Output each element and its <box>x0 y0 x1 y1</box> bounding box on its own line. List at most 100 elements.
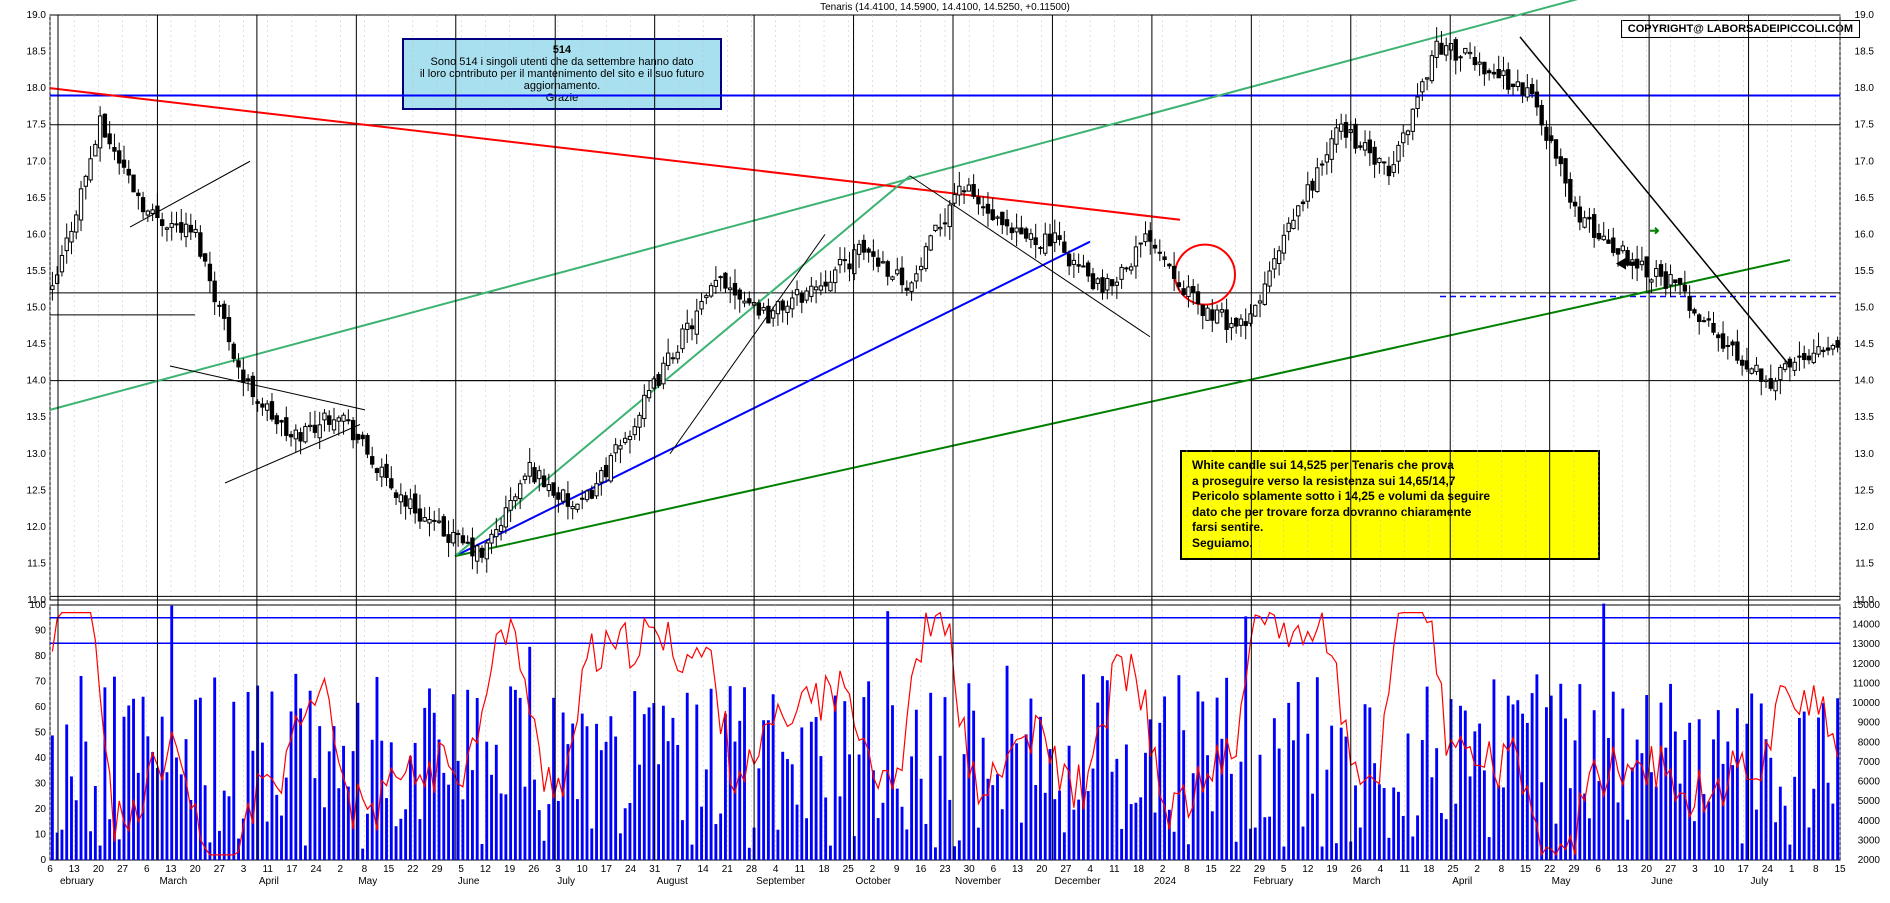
svg-text:16: 16 <box>915 864 927 875</box>
svg-text:15.5: 15.5 <box>27 266 47 277</box>
svg-text:15: 15 <box>1834 864 1846 875</box>
svg-text:2: 2 <box>1474 864 1480 875</box>
svg-text:15.0: 15.0 <box>27 303 47 314</box>
svg-text:17: 17 <box>601 864 613 875</box>
svg-text:5: 5 <box>458 864 464 875</box>
svg-text:8: 8 <box>362 864 368 875</box>
svg-text:12: 12 <box>1302 864 1314 875</box>
svg-text:17.5: 17.5 <box>27 120 47 131</box>
svg-text:24: 24 <box>311 864 323 875</box>
svg-text:27: 27 <box>214 864 226 875</box>
svg-text:60: 60 <box>35 702 47 713</box>
svg-text:80: 80 <box>35 651 47 662</box>
svg-text:August: August <box>657 876 688 887</box>
svg-text:15000: 15000 <box>1852 600 1880 611</box>
svg-text:22: 22 <box>1230 864 1242 875</box>
svg-text:27: 27 <box>1060 864 1072 875</box>
svg-text:50: 50 <box>35 728 47 739</box>
svg-text:May: May <box>1552 876 1571 887</box>
svg-text:March: March <box>159 876 187 887</box>
svg-text:18.0: 18.0 <box>27 83 47 94</box>
svg-text:24: 24 <box>1762 864 1774 875</box>
svg-text:20: 20 <box>93 864 105 875</box>
svg-text:13.0: 13.0 <box>1855 449 1875 460</box>
svg-text:17.0: 17.0 <box>1855 156 1875 167</box>
svg-text:July: July <box>1751 876 1769 887</box>
svg-text:20: 20 <box>1641 864 1653 875</box>
svg-text:13: 13 <box>1012 864 1024 875</box>
svg-text:9000: 9000 <box>1858 718 1881 729</box>
svg-text:100: 100 <box>29 600 46 611</box>
svg-text:9: 9 <box>894 864 900 875</box>
svg-text:17.0: 17.0 <box>27 156 47 167</box>
svg-text:12.5: 12.5 <box>27 485 47 496</box>
svg-text:7000: 7000 <box>1858 757 1881 768</box>
svg-text:June: June <box>1651 876 1673 887</box>
svg-text:28: 28 <box>746 864 758 875</box>
svg-text:11.5: 11.5 <box>27 558 46 569</box>
svg-text:2024: 2024 <box>1154 876 1177 887</box>
svg-text:5000: 5000 <box>1858 796 1881 807</box>
svg-text:6: 6 <box>991 864 997 875</box>
svg-text:27: 27 <box>1665 864 1677 875</box>
svg-text:19: 19 <box>504 864 516 875</box>
svg-text:12: 12 <box>480 864 492 875</box>
svg-text:11: 11 <box>263 864 274 875</box>
svg-text:29: 29 <box>1254 864 1266 875</box>
svg-text:16.5: 16.5 <box>27 193 47 204</box>
svg-text:May: May <box>358 876 377 887</box>
svg-text:February: February <box>1253 876 1293 887</box>
svg-text:March: March <box>1353 876 1381 887</box>
svg-text:0: 0 <box>40 855 46 866</box>
svg-text:October: October <box>856 876 892 887</box>
svg-text:10: 10 <box>577 864 589 875</box>
svg-text:12.5: 12.5 <box>1855 485 1875 496</box>
svg-text:14: 14 <box>698 864 710 875</box>
svg-text:20: 20 <box>35 804 47 815</box>
svg-text:14.5: 14.5 <box>27 339 47 350</box>
svg-text:6000: 6000 <box>1858 777 1881 788</box>
svg-text:December: December <box>1054 876 1101 887</box>
svg-text:6: 6 <box>47 864 53 875</box>
svg-text:14.0: 14.0 <box>27 376 47 387</box>
svg-text:6: 6 <box>1595 864 1601 875</box>
svg-text:4: 4 <box>773 864 779 875</box>
svg-text:8: 8 <box>1813 864 1819 875</box>
svg-text:16.5: 16.5 <box>1855 193 1875 204</box>
svg-text:10: 10 <box>35 830 47 841</box>
svg-text:ebruary: ebruary <box>60 876 94 887</box>
svg-text:25: 25 <box>843 864 855 875</box>
svg-text:13: 13 <box>165 864 177 875</box>
svg-text:70: 70 <box>35 677 47 688</box>
svg-text:29: 29 <box>1568 864 1580 875</box>
svg-text:April: April <box>259 876 279 887</box>
svg-text:30: 30 <box>35 779 47 790</box>
svg-text:13.5: 13.5 <box>1855 412 1875 423</box>
svg-text:12.0: 12.0 <box>27 522 47 533</box>
svg-text:13: 13 <box>69 864 81 875</box>
svg-text:3: 3 <box>555 864 561 875</box>
svg-text:2000: 2000 <box>1858 855 1881 866</box>
svg-text:31: 31 <box>649 864 661 875</box>
svg-text:18: 18 <box>818 864 830 875</box>
svg-text:29: 29 <box>431 864 443 875</box>
svg-text:90: 90 <box>35 626 47 637</box>
svg-text:26: 26 <box>528 864 540 875</box>
chart-container: Tenaris (14.4100, 14.5900, 14.4100, 14.5… <box>0 0 1890 903</box>
svg-text:13.0: 13.0 <box>27 449 47 460</box>
svg-text:14.5: 14.5 <box>1855 339 1875 350</box>
svg-text:13.5: 13.5 <box>27 412 47 423</box>
svg-text:25: 25 <box>1447 864 1459 875</box>
svg-text:22: 22 <box>407 864 419 875</box>
svg-text:11: 11 <box>795 864 806 875</box>
svg-text:3000: 3000 <box>1858 835 1881 846</box>
svg-text:26: 26 <box>1351 864 1363 875</box>
svg-text:12000: 12000 <box>1852 659 1880 670</box>
svg-text:3: 3 <box>1692 864 1698 875</box>
svg-text:24: 24 <box>625 864 637 875</box>
svg-text:12.0: 12.0 <box>1855 522 1875 533</box>
svg-text:30: 30 <box>964 864 976 875</box>
svg-text:17: 17 <box>286 864 298 875</box>
svg-text:15: 15 <box>383 864 395 875</box>
svg-text:November: November <box>955 876 1002 887</box>
